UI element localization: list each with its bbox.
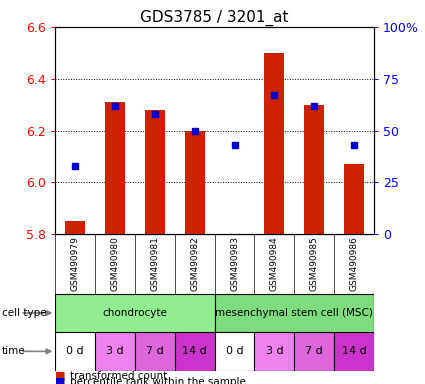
- Text: chondrocyte: chondrocyte: [102, 308, 167, 318]
- Text: 7 d: 7 d: [146, 346, 164, 356]
- Text: percentile rank within the sample: percentile rank within the sample: [70, 377, 246, 384]
- Text: 14 d: 14 d: [182, 346, 207, 356]
- Bar: [215, 332, 255, 371]
- Bar: [95, 332, 135, 371]
- Bar: [334, 332, 374, 371]
- Text: 3 d: 3 d: [106, 346, 124, 356]
- Text: GSM490980: GSM490980: [110, 237, 119, 291]
- Title: GDS3785 / 3201_at: GDS3785 / 3201_at: [140, 9, 289, 25]
- Bar: [224, 234, 244, 296]
- Text: GSM490984: GSM490984: [270, 237, 279, 291]
- Text: GSM490979: GSM490979: [71, 237, 79, 291]
- Bar: [294, 332, 334, 371]
- Bar: [65, 221, 85, 234]
- Text: GSM490983: GSM490983: [230, 237, 239, 291]
- Bar: [175, 332, 215, 371]
- Bar: [55, 332, 95, 371]
- Bar: [344, 164, 364, 234]
- Bar: [304, 105, 324, 234]
- Text: transformed count: transformed count: [70, 371, 167, 381]
- Text: time: time: [2, 346, 26, 356]
- Text: GSM490982: GSM490982: [190, 237, 199, 291]
- Text: 0 d: 0 d: [226, 346, 244, 356]
- Bar: [135, 332, 175, 371]
- Bar: [264, 53, 284, 234]
- Text: ■: ■: [55, 377, 66, 384]
- Text: mesenchymal stem cell (MSC): mesenchymal stem cell (MSC): [215, 308, 373, 318]
- Bar: [215, 294, 374, 332]
- Bar: [55, 294, 215, 332]
- Text: 14 d: 14 d: [342, 346, 366, 356]
- Text: GSM490981: GSM490981: [150, 237, 159, 291]
- Text: GSM490985: GSM490985: [310, 237, 319, 291]
- Text: 7 d: 7 d: [305, 346, 323, 356]
- Bar: [145, 110, 165, 234]
- Bar: [185, 131, 205, 234]
- Bar: [255, 332, 294, 371]
- Text: 3 d: 3 d: [266, 346, 283, 356]
- Text: GSM490986: GSM490986: [350, 237, 359, 291]
- Bar: [105, 102, 125, 234]
- Text: ■: ■: [55, 371, 66, 381]
- Text: cell type: cell type: [2, 308, 47, 318]
- Text: 0 d: 0 d: [66, 346, 84, 356]
